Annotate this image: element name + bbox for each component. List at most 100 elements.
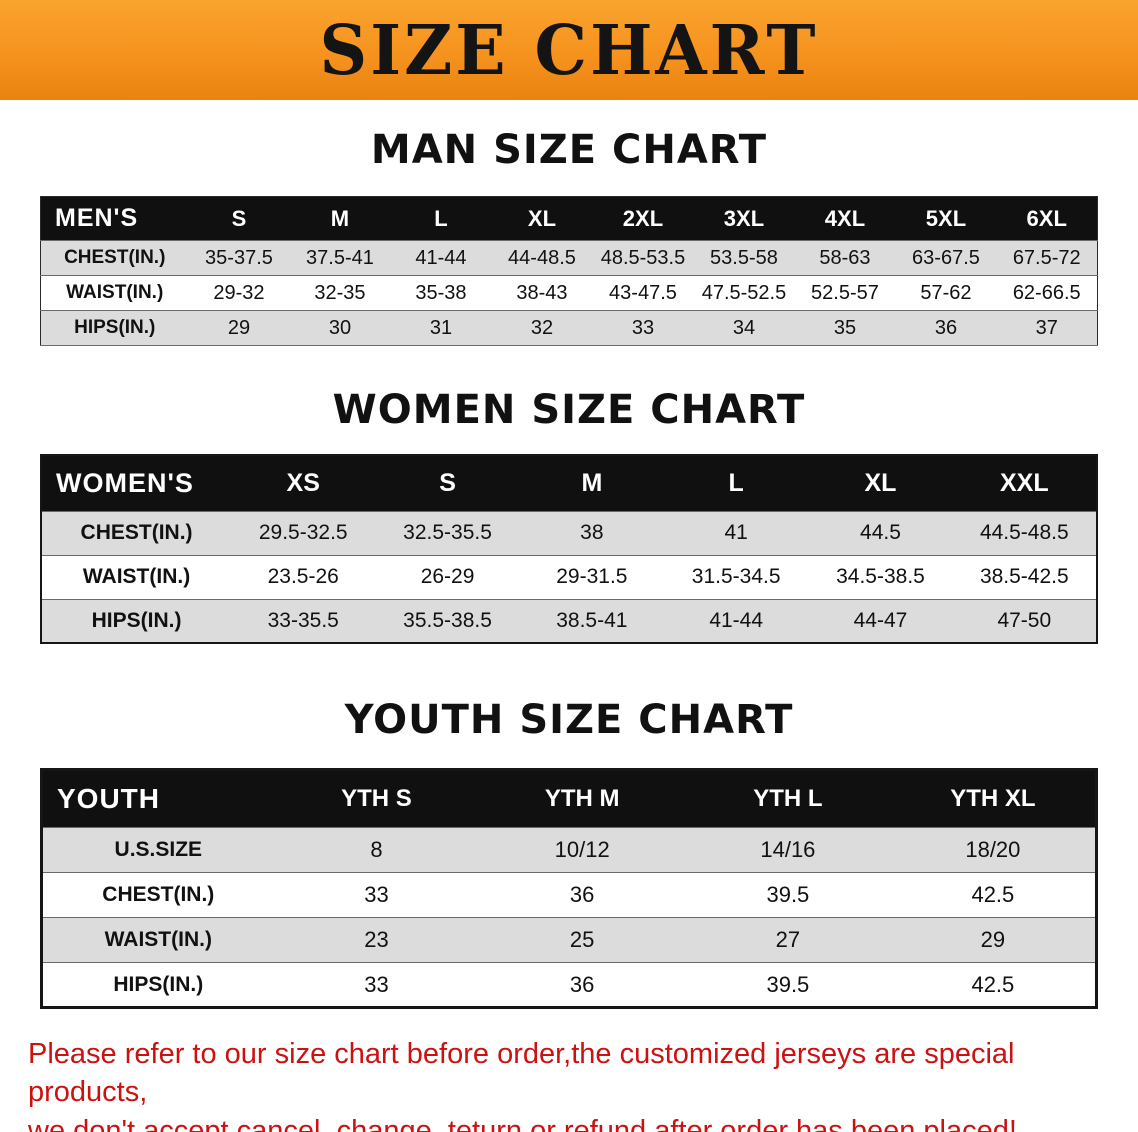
mens-size-table: MEN'S S M L XL 2XL 3XL 4XL 5XL 6XL CHEST(IN.) 35-37… bbox=[40, 196, 1098, 346]
value-cell: 31 bbox=[390, 310, 492, 346]
value-cell: 41-44 bbox=[390, 240, 492, 276]
value-cell: 8 bbox=[273, 827, 480, 873]
row-label-cell: CHEST(IN.) bbox=[40, 240, 189, 276]
value-cell: 35-38 bbox=[390, 275, 492, 311]
value-cell: 47.5-52.5 bbox=[693, 275, 795, 311]
value-cell: 29 bbox=[890, 917, 1097, 963]
value-cell: 29 bbox=[188, 310, 290, 346]
column-header: YTH L bbox=[685, 769, 891, 828]
value-cell: 35 bbox=[794, 310, 896, 346]
value-cell: 32.5-35.5 bbox=[375, 510, 520, 555]
value-cell: 31.5-34.5 bbox=[664, 554, 809, 599]
value-cell: 42.5 bbox=[890, 872, 1097, 918]
value-cell: 23.5-26 bbox=[231, 554, 376, 599]
row-label-cell: HIPS(IN.) bbox=[40, 310, 189, 346]
value-cell: 38-43 bbox=[491, 275, 593, 311]
value-cell: 44.5-48.5 bbox=[952, 510, 1097, 555]
column-header: 6XL bbox=[996, 196, 1098, 241]
column-header: 4XL bbox=[794, 196, 896, 241]
value-cell: 29-31.5 bbox=[519, 554, 665, 599]
value-cell: 33 bbox=[273, 962, 480, 1008]
value-cell: 58-63 bbox=[794, 240, 896, 276]
value-cell: 29-32 bbox=[188, 275, 290, 311]
value-cell: 67.5-72 bbox=[996, 240, 1098, 276]
row-label-cell: WAIST(IN.) bbox=[41, 917, 274, 963]
column-header: XXL bbox=[952, 455, 1097, 511]
value-cell: 32-35 bbox=[289, 275, 391, 311]
column-header: XL bbox=[491, 196, 593, 241]
value-cell: 44.5 bbox=[808, 510, 953, 555]
women-size-chart-heading: WOMEN SIZE CHART bbox=[332, 387, 806, 433]
table-row: HIPS(IN.) 33-35.5 35.5-38.5 38.5-41 41-44 44-… bbox=[41, 598, 1097, 644]
column-header: M bbox=[519, 455, 665, 511]
value-cell: 37.5-41 bbox=[289, 240, 391, 276]
value-cell: 52.5-57 bbox=[794, 275, 896, 311]
disclaimer: Please refer to our size chart before or… bbox=[28, 1035, 1110, 1132]
table-title-cell: WOMEN'S bbox=[41, 455, 232, 511]
table-header-row: WOMEN'S XS S M L XL XXL bbox=[41, 455, 1097, 511]
value-cell: 27 bbox=[685, 917, 891, 963]
value-cell: 41 bbox=[664, 510, 809, 555]
value-cell: 36 bbox=[479, 872, 686, 918]
table-row: WAIST(IN.) 29-32 32-35 35-38 38-43 43-47.5 47.… bbox=[40, 275, 1098, 311]
value-cell: 48.5-53.5 bbox=[592, 240, 694, 276]
table-header-row: MEN'S S M L XL 2XL 3XL 4XL 5XL 6XL bbox=[40, 196, 1098, 241]
table-row: U.S.SIZE 8 10/12 14/16 18/20 bbox=[41, 827, 1097, 873]
value-cell: 33-35.5 bbox=[231, 598, 376, 644]
row-label-cell: WAIST(IN.) bbox=[41, 554, 232, 599]
column-header: S bbox=[375, 455, 520, 511]
youth-size-chart-heading: YOUTH SIZE CHART bbox=[344, 697, 794, 743]
value-cell: 38 bbox=[519, 510, 665, 555]
value-cell: 18/20 bbox=[890, 827, 1097, 873]
table-row: HIPS(IN.) 29 30 31 32 33 34 35 36 37 bbox=[40, 310, 1098, 346]
value-cell: 63-67.5 bbox=[895, 240, 997, 276]
value-cell: 41-44 bbox=[664, 598, 809, 644]
row-label-cell: CHEST(IN.) bbox=[41, 872, 274, 918]
value-cell: 35-37.5 bbox=[188, 240, 290, 276]
value-cell: 34.5-38.5 bbox=[808, 554, 953, 599]
value-cell: 30 bbox=[289, 310, 391, 346]
column-header: 5XL bbox=[895, 196, 997, 241]
column-header: L bbox=[664, 455, 809, 511]
row-label-cell: WAIST(IN.) bbox=[40, 275, 189, 311]
value-cell: 33 bbox=[273, 872, 480, 918]
youth-size-chart-section: YOUTH SIZE CHART YOUTH YTH S YTH M YTH L YTH… bbox=[0, 696, 1138, 1009]
value-cell: 39.5 bbox=[685, 872, 891, 918]
table-title-cell: YOUTH bbox=[41, 769, 274, 828]
value-cell: 37 bbox=[996, 310, 1098, 346]
column-header: 3XL bbox=[693, 196, 795, 241]
value-cell: 10/12 bbox=[479, 827, 686, 873]
value-cell: 38.5-42.5 bbox=[952, 554, 1097, 599]
column-header: XS bbox=[231, 455, 376, 511]
value-cell: 33 bbox=[592, 310, 694, 346]
row-label-cell: HIPS(IN.) bbox=[41, 598, 232, 644]
column-header: S bbox=[188, 196, 290, 241]
table-row: CHEST(IN.) 29.5-32.5 32.5-35.5 38 41 44.5 44.5… bbox=[41, 510, 1097, 555]
row-label-cell: U.S.SIZE bbox=[41, 827, 274, 873]
table-title-cell: MEN'S bbox=[40, 196, 189, 241]
banner-title: SIZE CHART bbox=[319, 9, 819, 91]
column-header: YTH M bbox=[479, 769, 686, 828]
youth-size-table: YOUTH YTH S YTH M YTH L YTH XL U.S.SIZE 8 10/12… bbox=[40, 768, 1098, 1009]
women-size-chart-section: WOMEN SIZE CHART WOMEN'S XS S M L XL XXL CHEST(… bbox=[0, 386, 1138, 644]
value-cell: 14/16 bbox=[685, 827, 891, 873]
value-cell: 47-50 bbox=[952, 598, 1097, 644]
table-row: WAIST(IN.) 23.5-26 26-29 29-31.5 31.5-34.5 34… bbox=[41, 554, 1097, 599]
row-label-cell: HIPS(IN.) bbox=[41, 962, 274, 1008]
column-header: YTH S bbox=[273, 769, 480, 828]
row-label-cell: CHEST(IN.) bbox=[41, 510, 232, 555]
disclaimer-line-2: we don't accept cancel, change, teturn o… bbox=[28, 1114, 1017, 1132]
table-row: CHEST(IN.) 33 36 39.5 42.5 bbox=[41, 872, 1097, 918]
column-header: YTH XL bbox=[890, 769, 1097, 828]
value-cell: 34 bbox=[693, 310, 795, 346]
value-cell: 35.5-38.5 bbox=[375, 598, 520, 644]
column-header: 2XL bbox=[592, 196, 694, 241]
man-size-chart-heading: MAN SIZE CHART bbox=[370, 127, 768, 173]
table-row: WAIST(IN.) 23 25 27 29 bbox=[41, 917, 1097, 963]
value-cell: 39.5 bbox=[685, 962, 891, 1008]
man-size-chart-section: MAN SIZE CHART MEN'S S M L XL 2XL 3XL 4XL 5XL 6XL… bbox=[0, 126, 1138, 346]
value-cell: 32 bbox=[491, 310, 593, 346]
table-row: HIPS(IN.) 33 36 39.5 42.5 bbox=[41, 962, 1097, 1008]
womens-size-table: WOMEN'S XS S M L XL XXL CHEST(IN.) 29.5-32.5 32.5… bbox=[40, 454, 1098, 644]
